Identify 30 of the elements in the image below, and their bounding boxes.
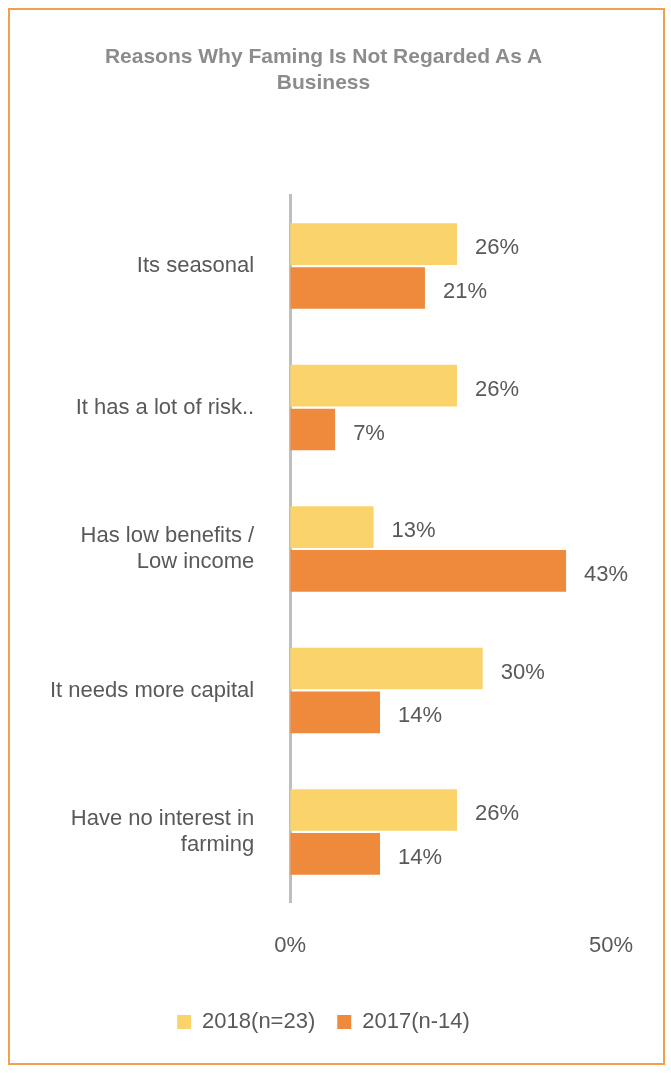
bar bbox=[290, 506, 374, 548]
data-label: 14% bbox=[398, 843, 443, 869]
data-label: 26% bbox=[475, 234, 520, 260]
data-label: 7% bbox=[353, 419, 385, 445]
legend-label: 2017(n-14) bbox=[362, 1008, 470, 1034]
bar bbox=[290, 408, 336, 451]
data-label: 26% bbox=[475, 375, 520, 401]
legend-label: 2018(n=23) bbox=[202, 1008, 316, 1034]
data-label: 43% bbox=[584, 560, 629, 586]
bar bbox=[290, 789, 458, 831]
data-label: 13% bbox=[391, 517, 436, 543]
y-tick-label: Its seasonal bbox=[136, 252, 255, 278]
data-label: 14% bbox=[398, 702, 443, 728]
x-tick-label: 0% bbox=[274, 931, 307, 957]
bar bbox=[290, 223, 458, 266]
bar bbox=[290, 647, 483, 690]
bar bbox=[290, 364, 458, 407]
bar bbox=[290, 832, 381, 875]
data-label: 26% bbox=[475, 800, 520, 826]
bar bbox=[290, 550, 567, 592]
x-tick-label: 50% bbox=[588, 931, 634, 957]
bar bbox=[290, 691, 381, 734]
chart-title: Reasons Why Faming Is Not Regarded As A Business bbox=[104, 44, 543, 93]
bar bbox=[290, 267, 425, 309]
y-tick-label: It has a lot of risk.. bbox=[75, 393, 255, 419]
y-tick-label: Has low benefits / Low income bbox=[80, 521, 256, 574]
y-tick-label: It needs more capital bbox=[49, 676, 255, 702]
y-tick-label: Have no interest in farming bbox=[70, 804, 255, 857]
data-label: 21% bbox=[442, 278, 487, 304]
data-label: 30% bbox=[500, 658, 545, 684]
